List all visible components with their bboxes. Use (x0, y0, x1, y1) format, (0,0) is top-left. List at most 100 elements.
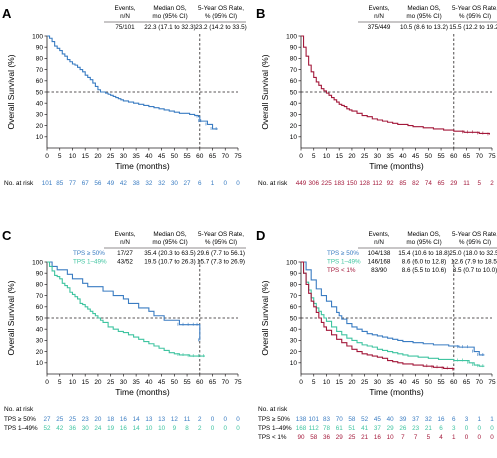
at-risk-value: 9 (173, 425, 177, 432)
at-risk-value: 1 (211, 180, 215, 187)
x-tick-label: 45 (158, 379, 166, 386)
x-tick-label: 70 (476, 379, 484, 386)
table-cell: 19.5 (10.7 to 26.3) (144, 259, 195, 266)
x-tick-label: 25 (361, 379, 369, 386)
table-header-2: 5-Year OS Rate, (452, 5, 497, 12)
table-cell: 8.6 (5.5 to 10.6) (402, 267, 446, 274)
x-tick-label: 15 (336, 379, 344, 386)
y-tick-label: 70 (36, 67, 44, 74)
x-tick-label: 75 (488, 379, 496, 386)
y-tick-label: 30 (36, 112, 44, 119)
panel-d: Events,n/N Median OS,mo (95% CI) 5-Year OS… (258, 231, 497, 441)
table-cell: 17/27 (117, 250, 133, 257)
at-risk-value: 10 (387, 434, 395, 441)
at-risk-value: 52 (361, 416, 369, 423)
x-tick-label: 65 (463, 153, 471, 160)
at-risk-value: 25 (348, 434, 356, 441)
at-risk-value: 36 (69, 425, 77, 432)
at-risk-value: 306 (308, 180, 319, 187)
x-tick-label: 25 (361, 153, 369, 160)
at-risk-value: 21 (361, 434, 369, 441)
table-header-2: % (95% CI) (459, 239, 491, 246)
y-tick-label: 90 (290, 45, 298, 52)
at-risk-value: 6 (439, 425, 443, 432)
at-risk-value: 7 (414, 434, 418, 441)
at-risk-value: 0 (465, 425, 469, 432)
x-axis-label: Time (months) (115, 161, 170, 171)
x-axis-label: Time (months) (369, 387, 424, 397)
x-tick-label: 25 (107, 379, 115, 386)
x-tick-label: 35 (387, 379, 395, 386)
table-cell: 146/168 (368, 259, 391, 266)
at-risk-value: 225 (321, 180, 332, 187)
at-risk-value: 32 (145, 180, 153, 187)
table-cell: 3.5 (0.7 to 10.0) (453, 267, 497, 274)
y-tick-label: 40 (290, 327, 298, 334)
table-header-1: mo (95% CI) (406, 13, 441, 20)
y-tick-label: 30 (36, 338, 44, 345)
x-tick-label: 30 (120, 379, 128, 386)
x-tick-label: 55 (437, 153, 445, 160)
x-tick-label: 40 (399, 153, 407, 160)
x-tick-label: 0 (45, 153, 49, 160)
x-tick-label: 20 (94, 153, 102, 160)
table-header-2: % (95% CI) (459, 13, 491, 20)
at-risk-group-label: TPS < 1% (258, 434, 287, 441)
at-risk-value: 41 (361, 425, 369, 432)
panel-letter-a: A (2, 6, 12, 21)
x-axis-label: Time (months) (115, 387, 170, 397)
at-risk-value: 58 (310, 434, 318, 441)
x-tick-label: 55 (183, 153, 191, 160)
x-tick-label: 50 (425, 153, 433, 160)
at-risk-value: 168 (296, 425, 307, 432)
panel-c: Events,n/N Median OS,mo (95% CI) 5-Year OS… (4, 231, 246, 432)
survival-curve-2 (47, 261, 205, 357)
at-risk-value: 0 (490, 425, 494, 432)
y-tick-label: 60 (36, 78, 44, 85)
table-cell: 29.6 (7.7 to 56.1) (197, 250, 245, 257)
at-risk-value: 4 (439, 434, 443, 441)
table-header-1: mo (95% CI) (152, 13, 187, 20)
y-tick-label: 90 (290, 271, 298, 278)
table-row-label: TPS 1–49% (73, 259, 107, 266)
at-risk-value: 0 (224, 416, 228, 423)
at-risk-value: 70 (336, 416, 344, 423)
at-risk-value: 0 (211, 425, 215, 432)
x-tick-label: 50 (425, 379, 433, 386)
at-risk-value: 12 (171, 416, 179, 423)
at-risk-value: 61 (336, 425, 344, 432)
at-risk-group-label: TPS 1–49% (258, 425, 292, 432)
table-header-1: Median OS, (153, 231, 186, 238)
at-risk-value: 2 (198, 416, 202, 423)
at-risk-value: 101 (308, 416, 319, 423)
x-tick-label: 35 (387, 153, 395, 160)
x-tick-label: 30 (120, 153, 128, 160)
at-risk-value: 449 (296, 180, 307, 187)
table-cell: 15.4 (10.6 to 18.8) (398, 250, 449, 257)
at-risk-value: 23 (412, 425, 420, 432)
at-risk-group-label: TPS ≥ 50% (4, 416, 36, 423)
x-tick-label: 15 (336, 153, 344, 160)
y-tick-label: 90 (36, 271, 44, 278)
x-tick-label: 65 (463, 379, 471, 386)
at-risk-value: 30 (171, 180, 179, 187)
panel-letter-c: C (2, 228, 12, 243)
x-tick-label: 30 (374, 153, 382, 160)
survival-curve-3 (301, 261, 455, 370)
at-risk-value: 1 (478, 416, 482, 423)
at-risk-value: 58 (348, 416, 356, 423)
x-tick-label: 15 (82, 379, 90, 386)
x-tick-label: 20 (94, 379, 102, 386)
table-cell: 25.0 (18.0 to 32.5) (449, 250, 497, 257)
y-tick-label: 70 (290, 67, 298, 74)
table-header-0: n/N (120, 239, 130, 246)
y-tick-label: 40 (36, 101, 44, 108)
table-cell: 15.7 (7.3 to 26.9) (197, 259, 245, 266)
at-risk-group-label: TPS 1–49% (4, 425, 38, 432)
x-tick-label: 60 (450, 379, 458, 386)
survival-curve-1 (301, 35, 491, 135)
x-tick-label: 10 (323, 379, 331, 386)
table-header-2: 5-Year OS Rate, (198, 231, 244, 238)
at-risk-value: 90 (297, 434, 305, 441)
x-tick-label: 0 (299, 153, 303, 160)
